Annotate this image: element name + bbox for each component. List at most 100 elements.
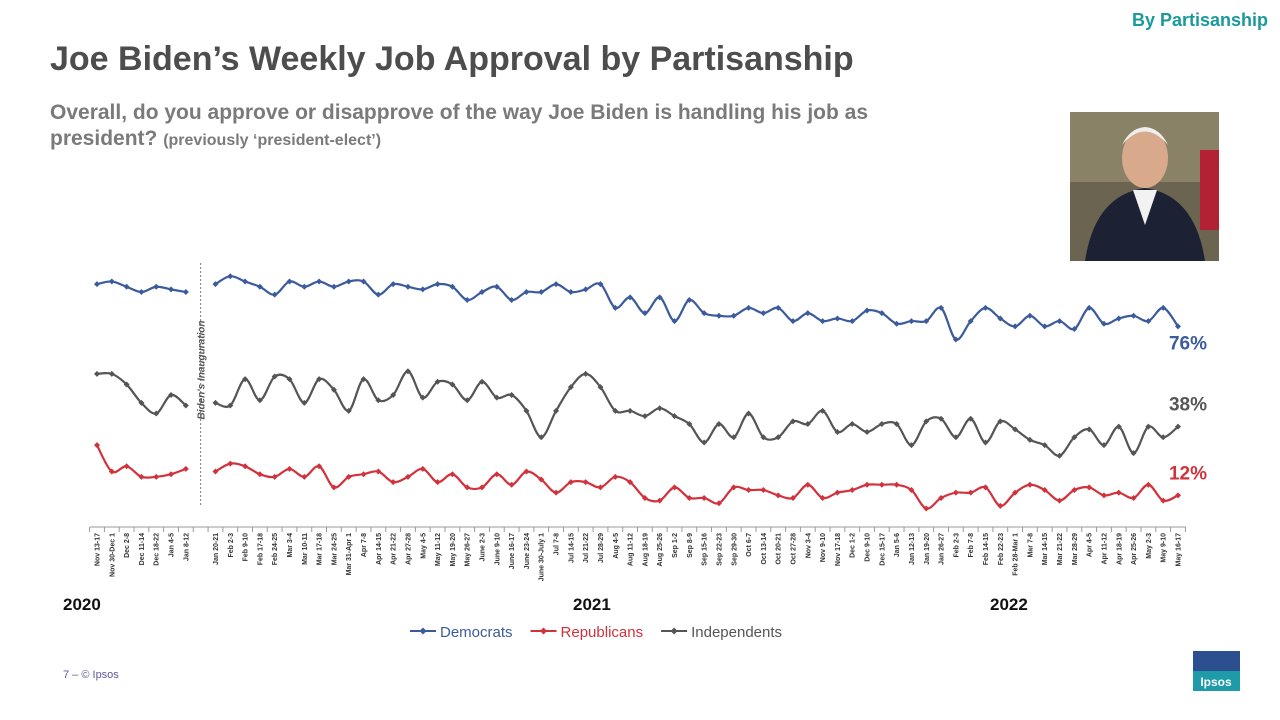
marker	[212, 281, 219, 288]
marker	[627, 407, 634, 414]
x-tick-label: Sep 1-2	[672, 533, 679, 558]
marker	[182, 289, 189, 296]
marker	[523, 468, 530, 475]
marker	[553, 281, 560, 288]
marker	[330, 283, 337, 290]
marker	[701, 494, 708, 501]
marker	[745, 487, 752, 494]
marker	[819, 494, 826, 501]
x-tick-label: Dec 15-17	[879, 533, 886, 566]
marker	[864, 481, 871, 488]
logo-text: Ipsos	[1200, 675, 1232, 689]
marker	[1160, 304, 1167, 311]
marker	[760, 487, 767, 494]
marker	[316, 278, 323, 285]
x-tick-label: June 30-July 1	[539, 533, 546, 581]
legend: Democrats Republicans Independents	[410, 624, 782, 641]
marker	[301, 473, 308, 480]
marker	[1175, 423, 1181, 430]
marker	[849, 487, 856, 494]
marker	[242, 278, 249, 285]
marker	[242, 463, 249, 470]
marker	[1115, 315, 1122, 322]
marker	[1086, 426, 1093, 433]
x-tick-label: Apr 18-19	[1116, 533, 1123, 565]
marker	[686, 494, 693, 501]
marker	[923, 505, 930, 512]
legend-label: Republicans	[561, 624, 644, 641]
marker	[360, 471, 367, 478]
x-tick-label: Jul 14-15	[568, 533, 575, 563]
year-label: 2021	[573, 595, 611, 614]
marker	[1041, 323, 1048, 330]
x-tick-label: Feb 22-23	[998, 533, 1005, 565]
x-tick-label: May 19-20	[450, 533, 457, 567]
marker	[449, 471, 456, 478]
marker	[464, 296, 471, 303]
marker	[434, 281, 441, 288]
marker	[701, 310, 708, 317]
marker	[153, 283, 160, 290]
marker	[434, 378, 441, 385]
marker	[227, 460, 234, 467]
marker	[775, 434, 782, 441]
marker	[627, 294, 634, 301]
marker	[316, 463, 323, 470]
marker	[523, 289, 530, 296]
marker	[656, 294, 663, 301]
marker	[1012, 489, 1019, 496]
marker	[1160, 497, 1167, 504]
marker	[345, 473, 352, 480]
x-tick-label: Jan 26-27	[939, 533, 946, 565]
marker	[94, 442, 100, 449]
x-tick-label: Apr 7-8	[361, 533, 368, 557]
marker	[1056, 497, 1063, 504]
marker	[686, 421, 693, 428]
marker	[404, 368, 411, 375]
marker	[1056, 452, 1063, 459]
marker	[301, 399, 308, 406]
marker	[390, 479, 397, 486]
x-tick-label: Jan 5-6	[894, 533, 901, 557]
marker	[123, 381, 130, 388]
marker	[982, 304, 989, 311]
x-tick-label: Oct 20-21	[776, 533, 783, 565]
marker	[286, 376, 293, 383]
photo	[1070, 112, 1219, 261]
marker	[641, 494, 648, 501]
marker	[153, 473, 160, 480]
marker	[612, 407, 619, 414]
marker	[908, 318, 915, 325]
x-tick-label: Mar 21-22	[1057, 533, 1064, 565]
x-tick-label: June 2-3	[480, 533, 487, 562]
marker	[479, 378, 486, 385]
logo-top	[1193, 651, 1240, 671]
marker	[834, 428, 841, 435]
marker	[553, 407, 560, 414]
marker	[404, 473, 411, 480]
marker	[375, 468, 382, 475]
marker	[893, 421, 900, 428]
x-tick-label: Dec 1-2	[850, 533, 857, 558]
marker	[508, 392, 515, 398]
marker	[730, 484, 737, 491]
marker	[967, 415, 974, 422]
x-tick-label: Mar 31-Apr 1	[346, 533, 353, 576]
marker	[212, 468, 219, 475]
marker	[1130, 450, 1137, 457]
x-tick-label: Jan 20-21	[213, 533, 220, 565]
marker	[1130, 494, 1137, 501]
marker	[864, 428, 871, 435]
marker	[94, 370, 100, 377]
legend-marker	[540, 627, 548, 635]
marker	[804, 481, 811, 488]
marker	[1071, 434, 1078, 441]
x-tick-label: Oct 27-28	[790, 533, 797, 565]
x-tick-label: Aug 18-19	[642, 533, 649, 567]
legend-label: Democrats	[440, 624, 513, 641]
x-tick-label: Dec 2-8	[124, 533, 131, 558]
marker	[997, 502, 1004, 509]
marker	[967, 489, 974, 496]
marker	[849, 318, 856, 325]
